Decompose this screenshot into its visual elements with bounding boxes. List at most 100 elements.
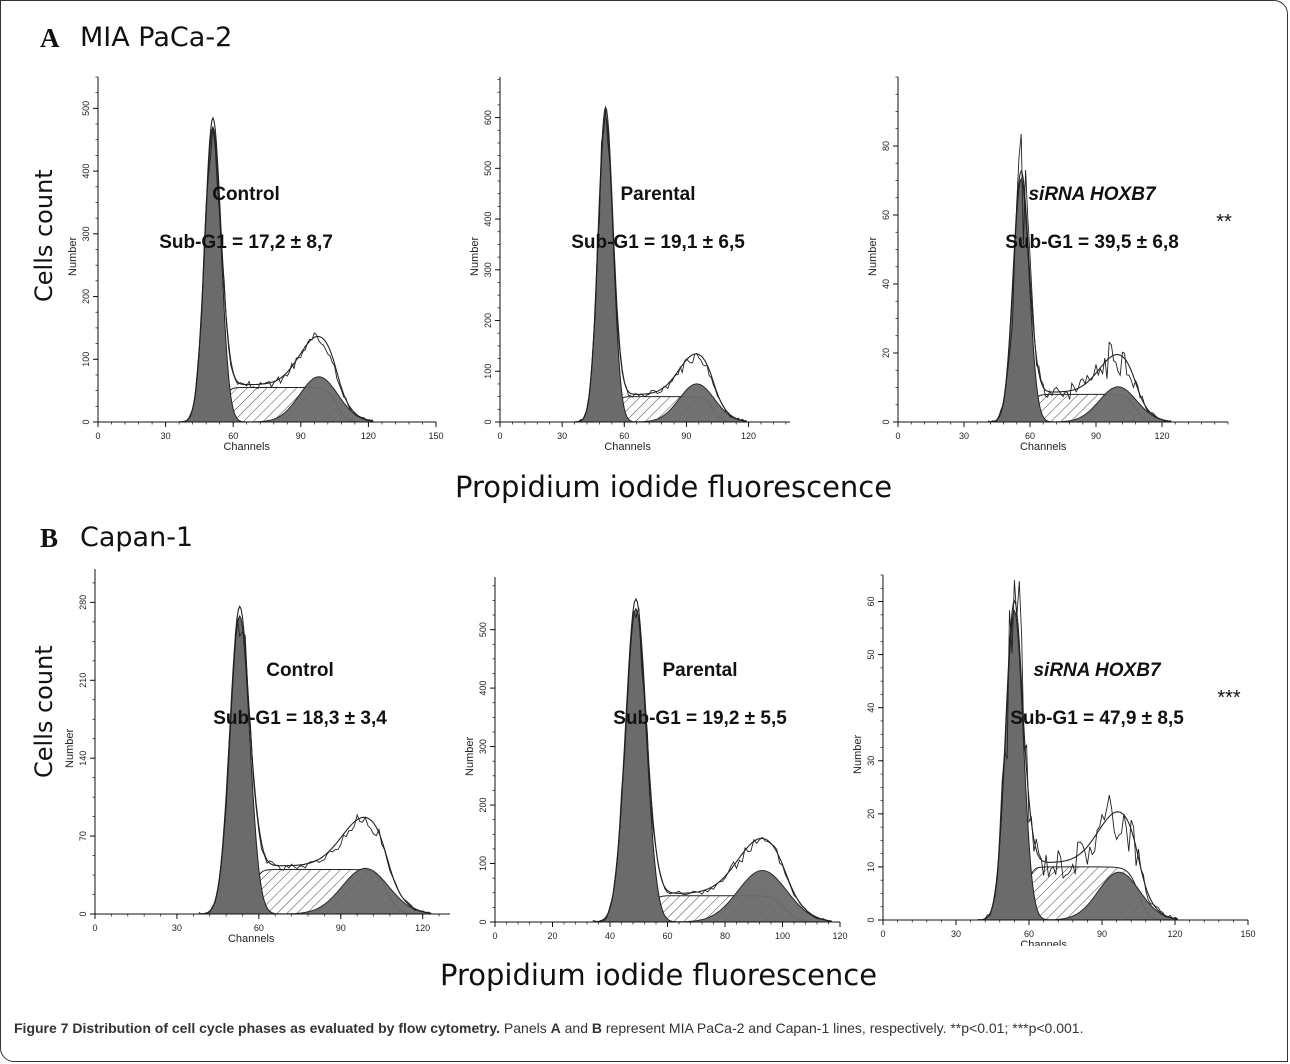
fitted-envelope-line [574, 105, 747, 423]
x-tick-label: 120 [1167, 929, 1182, 939]
histogram-a-control: 0 30 60 90 120 150 0 100 200 300 400 500 Channels Num… [67, 76, 444, 453]
raw-histogram-line [977, 580, 1178, 921]
y-tick-label: 0 [866, 917, 876, 922]
y-tick-label: 60 [881, 210, 891, 220]
y-tick-label: 400 [478, 681, 488, 696]
significance-marker: ** [1216, 211, 1232, 233]
raw-histogram-line [987, 133, 1172, 423]
panel-a-letter: A [40, 23, 60, 53]
x-tick-label: 120 [741, 431, 756, 441]
y-tick-label: 0 [478, 919, 488, 924]
x-tick-label: 30 [557, 431, 567, 441]
x-tick-label: 80 [720, 931, 730, 941]
raw-histogram-line [179, 126, 373, 423]
x-tick-label: 60 [1024, 929, 1034, 939]
histogram-b-sirna-hoxb7: 0 30 60 90 120 1500102030405060ChannelsNumber… [852, 574, 1256, 946]
y-tick-label: 20 [866, 809, 876, 819]
raw-histogram-line [574, 108, 747, 423]
caption-title: Figure 7 Distribution of cell cycle phas… [14, 1020, 501, 1036]
sub-g1-annotation: Sub-G1 = 47,9 ± 8,5 [1010, 708, 1184, 729]
y-tick-label: 70 [78, 831, 88, 841]
y-tick-label: 200 [478, 798, 488, 813]
x-axis-label: Channels [604, 441, 651, 453]
sub-g1-annotation: Sub-G1 = 18,3 ± 3,4 [213, 708, 387, 729]
x-tick-label: 90 [296, 431, 306, 441]
y-tick-label: 0 [78, 911, 88, 916]
x-axis-label: Channels [223, 441, 270, 453]
y-tick-label: 0 [881, 419, 891, 424]
y-tick-label: 30 [866, 756, 876, 766]
caption-text-2: and [560, 1020, 592, 1036]
x-tick-label: 90 [681, 431, 691, 441]
x-axis-label: Channels [1020, 939, 1067, 946]
x-tick-label: 20 [547, 931, 557, 941]
x-axis-label: Channels [228, 933, 275, 945]
figure-caption: Figure 7 Distribution of cell cycle phas… [14, 1019, 1276, 1038]
y-tick-label: 400 [483, 212, 493, 227]
raw-histogram-line [198, 616, 432, 915]
x-tick-label: 100 [775, 931, 790, 941]
x-tick-label: 90 [336, 923, 346, 933]
caption-panel-b: B [591, 1020, 602, 1036]
x-tick-label: 30 [951, 929, 961, 939]
caption-text-3: represent MIA PaCa-2 and Capan-1 lines, … [602, 1020, 1084, 1036]
x-tick-label: 0 [92, 923, 97, 933]
y-tick-label: 50 [866, 650, 876, 660]
x-axis-label: Channels [1020, 441, 1067, 453]
x-tick-label: 30 [172, 923, 182, 933]
y-tick-label: 300 [81, 226, 91, 241]
y-tick-label: 600 [483, 110, 493, 125]
x-tick-label: 90 [1097, 929, 1107, 939]
y-tick-label: 40 [881, 279, 891, 289]
x-tick-label: 90 [1091, 431, 1101, 441]
panel-b-letter: B [40, 523, 59, 553]
histogram-b-parental: 0 20 40 60 80 100 120 0 100 200 300 400 500 Number Par… [464, 577, 848, 941]
y-tick-label: 500 [478, 622, 488, 637]
fitted-envelope-line [988, 169, 1171, 423]
y-tick-label: 40 [866, 703, 876, 713]
x-tick-label: 60 [619, 431, 629, 441]
sub-g1-annotation: Sub-G1 = 19,2 ± 5,5 [613, 708, 787, 729]
g1-peak-area [591, 607, 832, 923]
y-tick-label: 300 [478, 739, 488, 754]
y-tick-label: 0 [483, 419, 493, 424]
y-tick-label: 400 [81, 164, 91, 179]
raw-histogram-line [592, 607, 832, 923]
y-tick-label: 500 [483, 161, 493, 176]
x-tick-label: 0 [492, 931, 497, 941]
x-tick-label: 120 [415, 923, 430, 933]
g1-peak-area [573, 115, 747, 423]
condition-label: siRNA HOXB7 [1028, 184, 1156, 205]
histogram-a-parental: 0 30 60 90 120 0 100 200 300 400 500 600 Channels Num… [469, 77, 790, 453]
panel-a-cell-line: MIA PaCa-2 [80, 22, 233, 53]
caption-text-1: Panels [500, 1020, 551, 1036]
sub-g1-annotation: Sub-G1 = 39,5 ± 6,8 [1005, 232, 1179, 253]
significance-marker: *** [1217, 687, 1241, 709]
y-tick-label: 280 [78, 595, 88, 610]
y-axis-label: Number [469, 237, 481, 276]
y-tick-label: 80 [881, 141, 891, 151]
y-tick-label: 100 [478, 856, 488, 871]
y-tick-label: 100 [81, 352, 91, 367]
x-tick-label: 0 [95, 431, 100, 441]
caption-panel-a: A [550, 1020, 561, 1036]
y-tick-label: 60 [866, 597, 876, 607]
condition-label: Control [212, 184, 280, 205]
panel-b-x-axis-title: Propidium iodide fluorescence [440, 958, 878, 992]
histogram-a-sirna-hoxb7: 0 30 60 90 120 0 20 40 60 80 Channels Number siRNA H… [867, 76, 1232, 453]
panel-b-cell-line: Capan-1 [80, 522, 194, 553]
x-tick-label: 30 [959, 431, 969, 441]
sub-g1-annotation: Sub-G1 = 17,2 ± 8,7 [159, 232, 333, 253]
x-tick-label: 150 [428, 431, 443, 441]
y-tick-label: 140 [78, 751, 88, 766]
x-tick-label: 60 [228, 431, 238, 441]
y-axis-label: Number [67, 237, 79, 276]
sub-g1-annotation: Sub-G1 = 19,1 ± 6,5 [571, 232, 745, 253]
y-tick-label: 100 [483, 364, 493, 379]
y-tick-label: 200 [483, 313, 493, 328]
x-tick-label: 120 [832, 931, 847, 941]
x-tick-label: 0 [880, 929, 885, 939]
panel-a-y-axis-title: Cells count [30, 169, 58, 302]
panel-a-x-axis-title: Propidium iodide fluorescence [455, 470, 893, 504]
